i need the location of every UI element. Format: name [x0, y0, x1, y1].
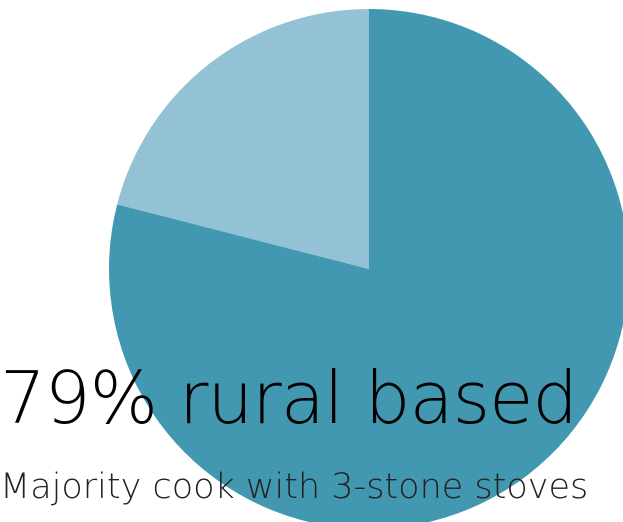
headline-text: 79% rural based [0, 362, 577, 434]
subline-text: Majority cook with 3-stone stoves [0, 470, 588, 505]
